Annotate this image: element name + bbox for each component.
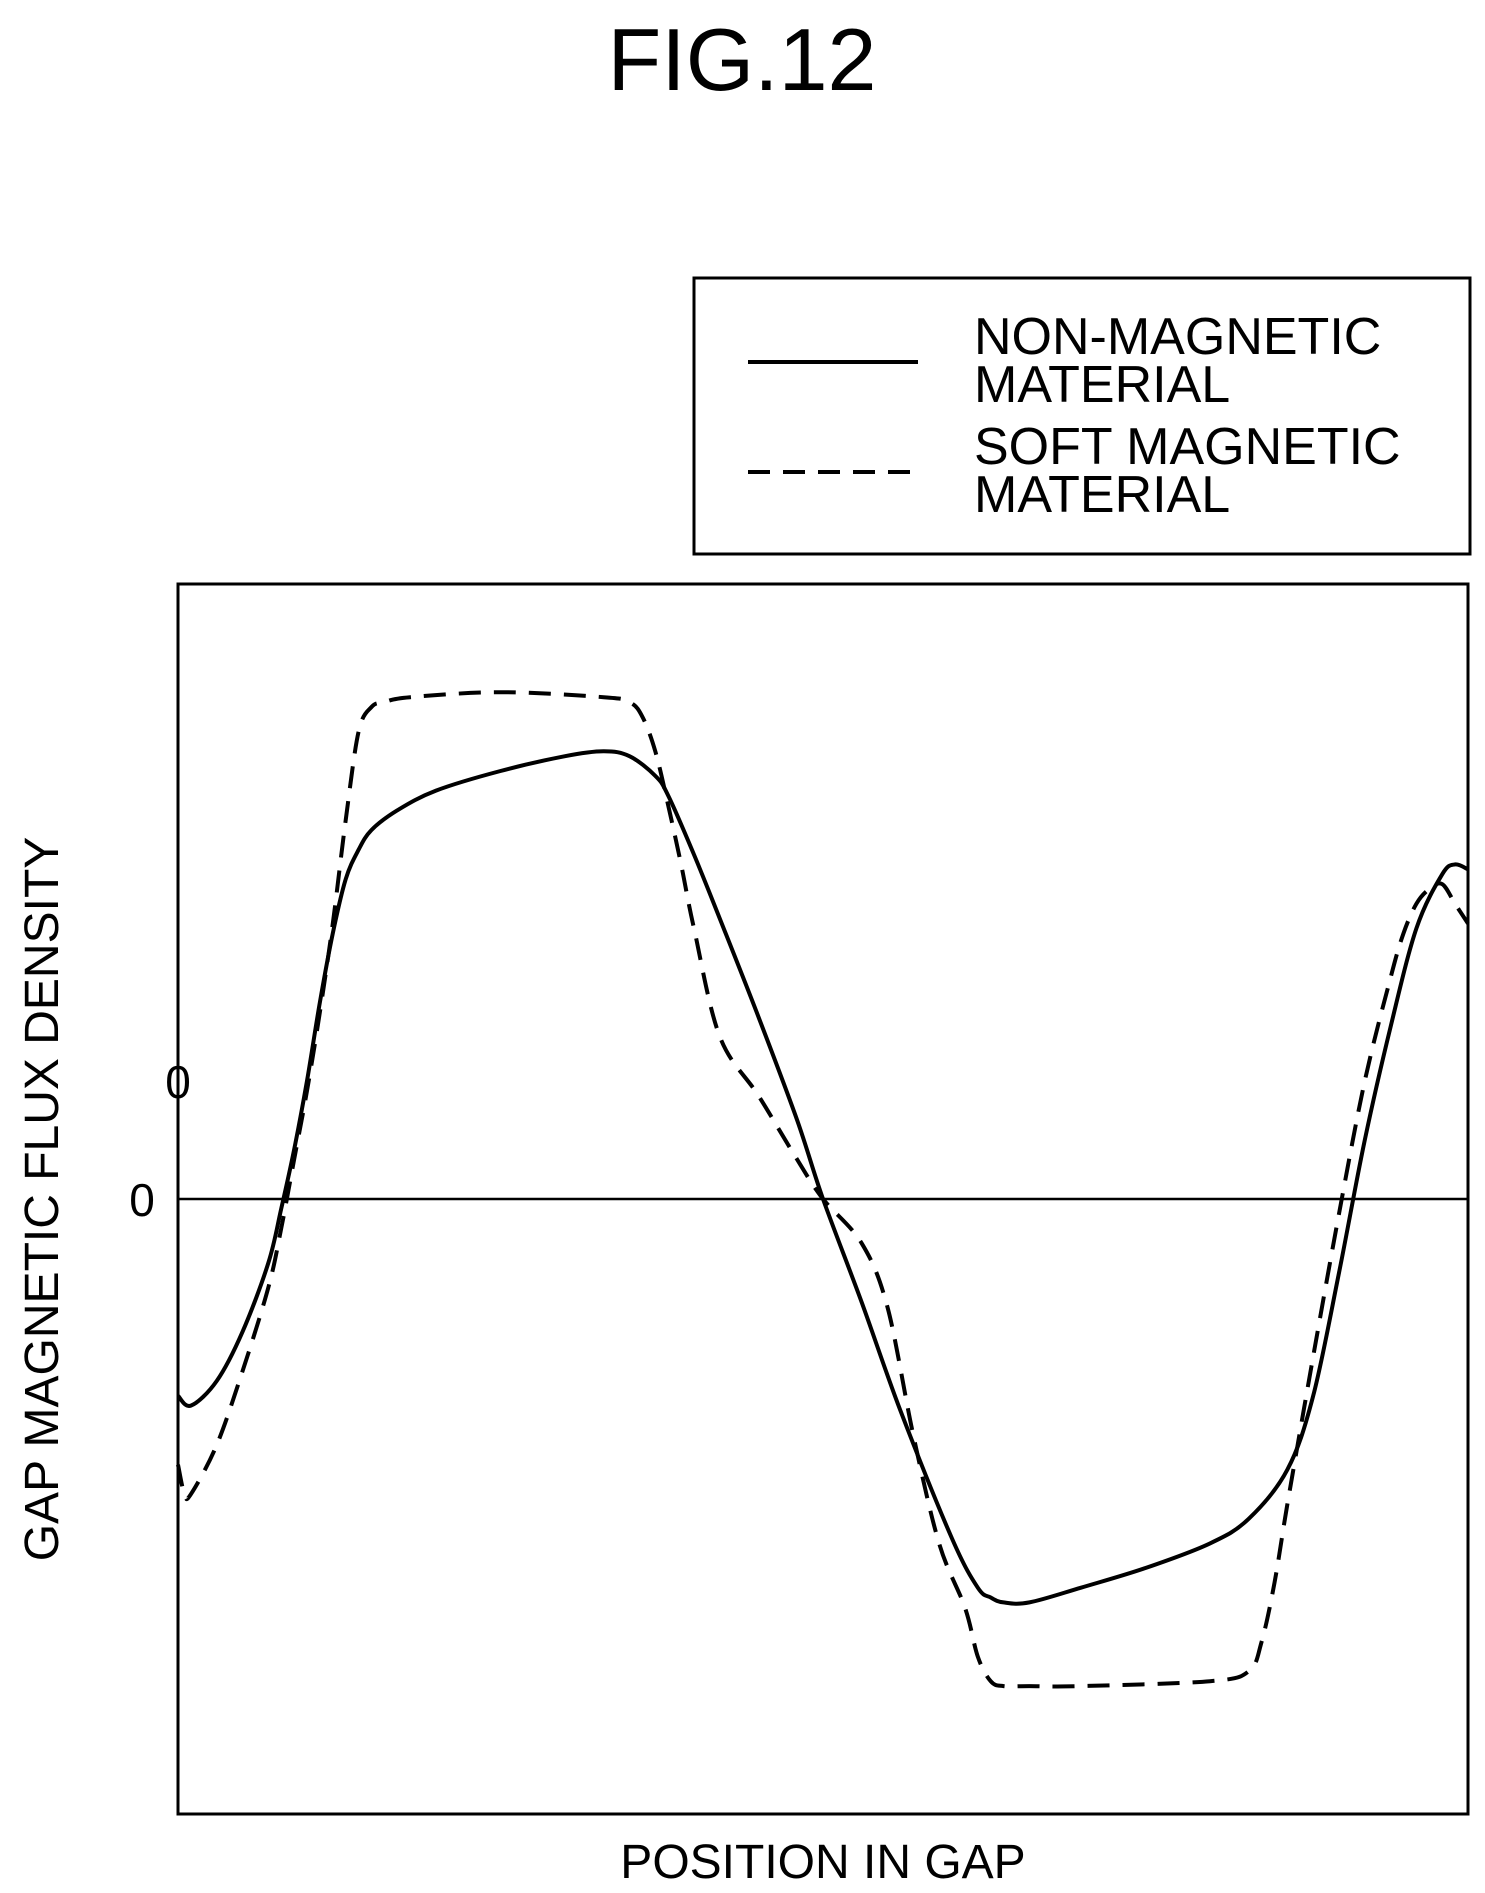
legend-label-non-magnetic-material: NON-MAGNETIC MATERIAL [974,308,1381,414]
y-tick-label: 0 [129,1174,155,1226]
legend-label-soft-magnetic-material: SOFT MAGNETIC MATERIAL [974,418,1401,524]
legend-box [692,276,1472,556]
figure-title: FIG.12 [608,10,877,109]
y-tick-label: 0 [165,1056,191,1108]
plot-area [176,582,1470,1816]
series-line-non-magnetic-material [176,749,1469,1606]
series-line-soft-magnetic-material [176,690,1470,1689]
x-axis-label: POSITION IN GAP [620,1836,1025,1889]
y-axis-label: GAP MAGNETIC FLUX DENSITY [16,837,69,1562]
